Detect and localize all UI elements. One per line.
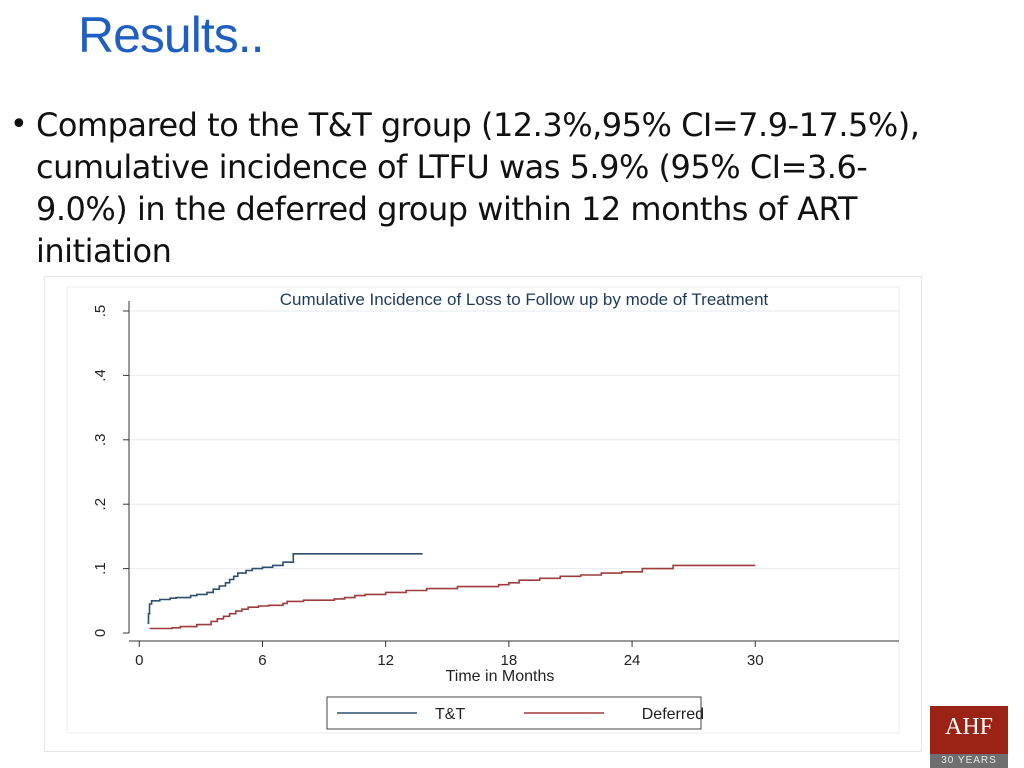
series-line-deferred (149, 564, 756, 630)
legend-label: T&T (435, 706, 465, 723)
y-tick-label: .4 (92, 369, 109, 382)
x-tick-label: 6 (258, 652, 266, 669)
x-tick-label: 24 (624, 652, 641, 669)
bullet-marker: • (10, 107, 28, 142)
cumulative-incidence-chart: Cumulative Incidence of Loss to Follow u… (66, 286, 900, 734)
series-line-t-t (147, 553, 423, 625)
chart-title: Cumulative Incidence of Loss to Follow u… (280, 290, 769, 309)
y-tick-label: 0 (92, 629, 109, 637)
x-axis-label: Time in Months (446, 668, 555, 685)
x-tick-label: 30 (747, 652, 764, 669)
y-tick-label: .3 (92, 434, 109, 447)
ahf-logo-band: 30 YEARS (930, 754, 1008, 768)
results-heading: Results.. (78, 7, 265, 63)
ahf-logo-text: AHF (944, 714, 993, 740)
x-tick-label: 12 (377, 652, 394, 669)
x-tick-label: 0 (135, 652, 143, 669)
chart-frame (66, 286, 900, 734)
y-tick-label: .1 (92, 562, 109, 575)
bullet-text: Compared to the T&T group (12.3%,95% CI=… (36, 106, 920, 270)
ahf-logo: AHF 30 YEARS (930, 706, 1008, 768)
legend-label: Deferred (642, 706, 704, 723)
chart-container: Cumulative Incidence of Loss to Follow u… (44, 276, 922, 752)
bullet-point: • Compared to the T&T group (12.3%,95% C… (10, 104, 970, 272)
x-tick-label: 18 (501, 652, 518, 669)
y-tick-label: .5 (92, 305, 109, 318)
y-tick-label: .2 (92, 498, 109, 511)
